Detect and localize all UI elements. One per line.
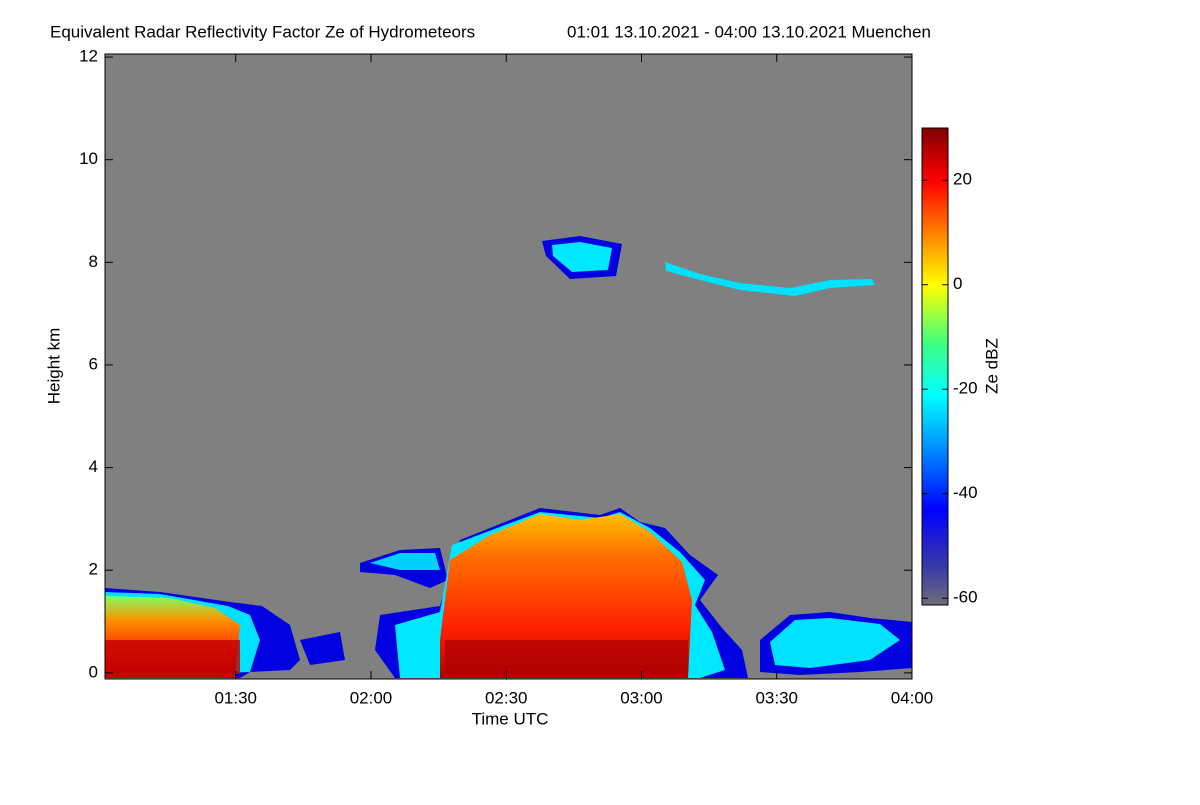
echo-band — [445, 640, 688, 674]
colorbar-tick-label: 0 — [953, 274, 962, 293]
echo-band — [105, 640, 240, 674]
x-tick-label: 04:00 — [891, 688, 934, 707]
echo-core — [440, 514, 692, 678]
x-tick-label: 02:00 — [350, 688, 393, 707]
colorbar-tick-label: 20 — [953, 170, 972, 189]
x-tick-label: 03:30 — [755, 688, 798, 707]
echo-region — [770, 618, 900, 668]
y-tick-label: 0 — [89, 662, 98, 681]
chart-title: Equivalent Radar Reflectivity Factor Ze … — [50, 22, 475, 41]
x-axis-label: Time UTC — [472, 709, 549, 728]
x-tick-label: 01:30 — [214, 688, 257, 707]
echo-edge — [300, 632, 345, 665]
colorbar-tick-label: -60 — [953, 588, 978, 607]
plot-area — [104, 53, 913, 680]
colorbar-label: Ze dBZ — [982, 338, 1001, 394]
y-tick-label: 4 — [89, 457, 98, 476]
colorbar-tick-label: -20 — [953, 379, 978, 398]
chart-subtitle: 01:01 13.10.2021 - 04:00 13.10.2021 Muen… — [567, 22, 931, 41]
x-tick-label: 03:00 — [620, 688, 663, 707]
colorbar-tick-label: -40 — [953, 483, 978, 502]
echo-region — [552, 242, 612, 272]
colorbar — [921, 127, 949, 606]
echo-region — [370, 553, 440, 570]
plot-frame — [104, 53, 913, 680]
y-tick-label: 10 — [79, 149, 98, 168]
y-tick-label: 6 — [89, 354, 98, 373]
echo-region — [665, 262, 875, 296]
y-tick-label: 2 — [89, 560, 98, 579]
y-axis-label: Height km — [44, 328, 63, 405]
y-tick-label: 8 — [89, 252, 98, 271]
x-tick-label: 02:30 — [485, 688, 528, 707]
y-tick-label: 12 — [79, 47, 98, 66]
